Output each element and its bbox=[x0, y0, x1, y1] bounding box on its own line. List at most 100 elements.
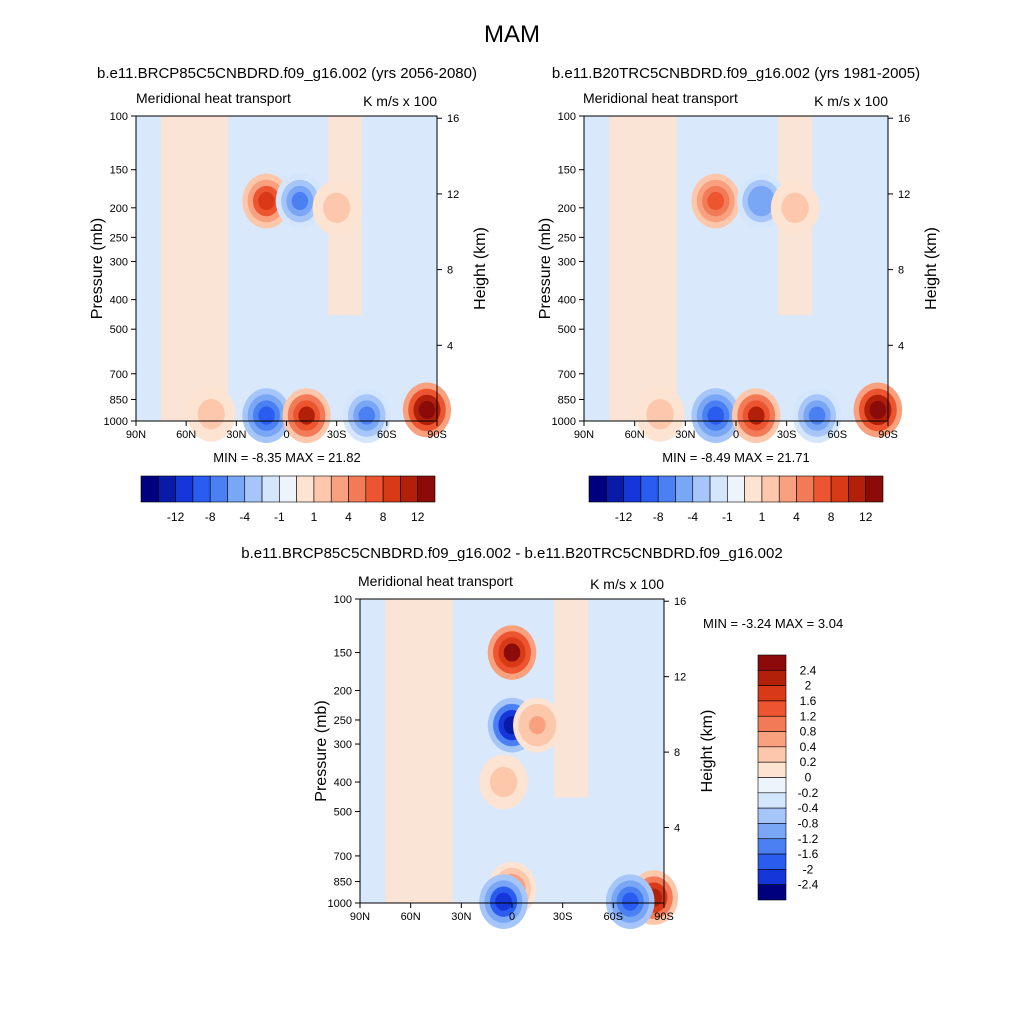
colorbar-label: -2 bbox=[803, 862, 814, 876]
height-tick-label: 16 bbox=[447, 113, 459, 125]
colorbar-swatch bbox=[400, 475, 419, 503]
contour-fill bbox=[869, 400, 887, 420]
y-tick-label: 300 bbox=[558, 257, 576, 269]
contour-fill bbox=[707, 406, 725, 425]
colorbar-swatch bbox=[417, 475, 436, 503]
contour-fill bbox=[529, 716, 546, 735]
y-tick-label: 400 bbox=[110, 295, 128, 307]
colorbar-swatch bbox=[348, 475, 367, 503]
colorbar-label: -4 bbox=[239, 510, 250, 524]
x-tick-label: 30S bbox=[777, 429, 797, 441]
panel-future: b.e11.BRCP85C5CNBDRD.f09_g16.002 (yrs 20… bbox=[89, 65, 489, 524]
colorbar-label: 1 bbox=[759, 510, 766, 524]
colorbar-swatch bbox=[744, 475, 763, 503]
colorbar-label: -0.2 bbox=[798, 786, 819, 800]
x-tick-label: 90S bbox=[654, 911, 674, 923]
colorbar-swatch bbox=[757, 884, 787, 901]
contour-fill bbox=[651, 405, 669, 424]
colorbar-swatch bbox=[865, 475, 884, 503]
panel-left-label: Meridional heat transport bbox=[358, 573, 513, 589]
warm-band bbox=[385, 599, 453, 903]
y-tick-label: 400 bbox=[558, 295, 576, 307]
colorbar-swatch bbox=[279, 475, 297, 503]
plot-area: 90N 60N 30N 0 30S 60S 90S 100 150 200 250 300 400 500… bbox=[89, 111, 489, 443]
y-tick-label: 1000 bbox=[328, 898, 352, 910]
y-tick-label: 300 bbox=[334, 739, 352, 751]
colorbar-swatch bbox=[588, 475, 607, 503]
colorbar-swatch bbox=[757, 807, 787, 824]
contour-fill bbox=[503, 643, 521, 662]
y-tick-label: 500 bbox=[110, 324, 128, 336]
colorbar-label: 8 bbox=[380, 510, 387, 524]
colorbar-swatch bbox=[692, 475, 711, 503]
contour-fill bbox=[786, 198, 804, 217]
panel-stats: MIN = -8.35 MAX = 21.82 bbox=[213, 450, 360, 465]
contour-fill bbox=[495, 892, 512, 911]
panel-historical: b.e11.B20TRC5CNBDRD.f09_g16.002 (yrs 198… bbox=[537, 65, 940, 524]
colorbar-label: 0 bbox=[805, 771, 812, 785]
colorbar-swatch bbox=[757, 777, 787, 794]
colorbar-swatch bbox=[757, 792, 787, 809]
y-tick-label: 100 bbox=[110, 111, 128, 123]
y-axis-label: Pressure (mb) bbox=[537, 218, 554, 319]
contour-fill bbox=[753, 191, 770, 211]
colorbar-swatch bbox=[605, 475, 624, 503]
y-axis-label: Pressure (mb) bbox=[313, 700, 330, 801]
y-tick-label: 700 bbox=[334, 851, 352, 863]
colorbar-label: 12 bbox=[411, 510, 425, 524]
colorbar-swatch bbox=[244, 475, 263, 503]
contour-fill bbox=[258, 191, 275, 211]
figure-title: MAM bbox=[484, 21, 540, 48]
panel-title: b.e11.BRCP85C5CNBDRD.f09_g16.002 (yrs 20… bbox=[97, 65, 477, 82]
colorbar-swatch bbox=[757, 838, 787, 855]
colorbar-label: 1 bbox=[311, 510, 318, 524]
panel-left-label: Meridional heat transport bbox=[583, 90, 738, 106]
colorbar-swatch bbox=[657, 475, 676, 503]
colorbar-label: 0.8 bbox=[800, 725, 817, 739]
colorbar-swatch bbox=[209, 475, 228, 503]
x-tick-label: 90N bbox=[350, 911, 370, 923]
x-tick-label: 30N bbox=[675, 429, 695, 441]
colorbar-label: -8 bbox=[653, 510, 664, 524]
height-axis-label: Height (km) bbox=[923, 227, 940, 310]
y-tick-label: 850 bbox=[558, 394, 576, 406]
colorbar-label: 4 bbox=[345, 510, 352, 524]
colorbar-swatch bbox=[757, 746, 787, 763]
contour-fill bbox=[328, 198, 345, 217]
height-axis-label: Height (km) bbox=[699, 710, 716, 793]
y-tick-label: 500 bbox=[558, 324, 576, 336]
colorbar-label: -1.2 bbox=[798, 832, 819, 846]
y-tick-label: 300 bbox=[110, 257, 128, 269]
panel-left-label: Meridional heat transport bbox=[136, 90, 291, 106]
y-tick-label: 1000 bbox=[104, 416, 128, 428]
colorbar-swatch bbox=[382, 475, 401, 503]
height-tick-label: 8 bbox=[674, 747, 680, 759]
x-tick-label: 60N bbox=[625, 429, 645, 441]
x-tick-label: 90S bbox=[427, 429, 447, 441]
contour-fill bbox=[747, 406, 765, 425]
panel-title: b.e11.B20TRC5CNBDRD.f09_g16.002 (yrs 198… bbox=[552, 65, 920, 82]
x-tick-label: 0 bbox=[509, 911, 515, 923]
x-tick-label: 0 bbox=[283, 429, 289, 441]
colorbar-label: -12 bbox=[615, 510, 633, 524]
contour-fill bbox=[418, 400, 436, 420]
colorbar-swatch bbox=[778, 475, 797, 503]
height-tick-label: 16 bbox=[898, 113, 910, 125]
colorbar-label: 12 bbox=[859, 510, 873, 524]
contour-fill bbox=[258, 406, 275, 425]
x-tick-label: 60S bbox=[604, 911, 624, 923]
x-tick-label: 90N bbox=[574, 429, 594, 441]
colorbar-swatch bbox=[330, 475, 349, 503]
y-tick-label: 250 bbox=[334, 715, 352, 727]
contour-fill bbox=[707, 191, 725, 211]
height-tick-label: 4 bbox=[447, 340, 453, 352]
contour-fill bbox=[202, 405, 220, 424]
y-tick-label: 200 bbox=[110, 203, 128, 215]
colorbar-swatch bbox=[761, 475, 780, 503]
contour-fill bbox=[298, 406, 315, 425]
colorbar-swatch bbox=[757, 761, 787, 778]
y-tick-label: 1000 bbox=[552, 416, 576, 428]
colorbar-swatch bbox=[709, 475, 728, 503]
y-tick-label: 700 bbox=[110, 369, 128, 381]
panel-stats: MIN = -8.49 MAX = 21.71 bbox=[662, 450, 809, 465]
